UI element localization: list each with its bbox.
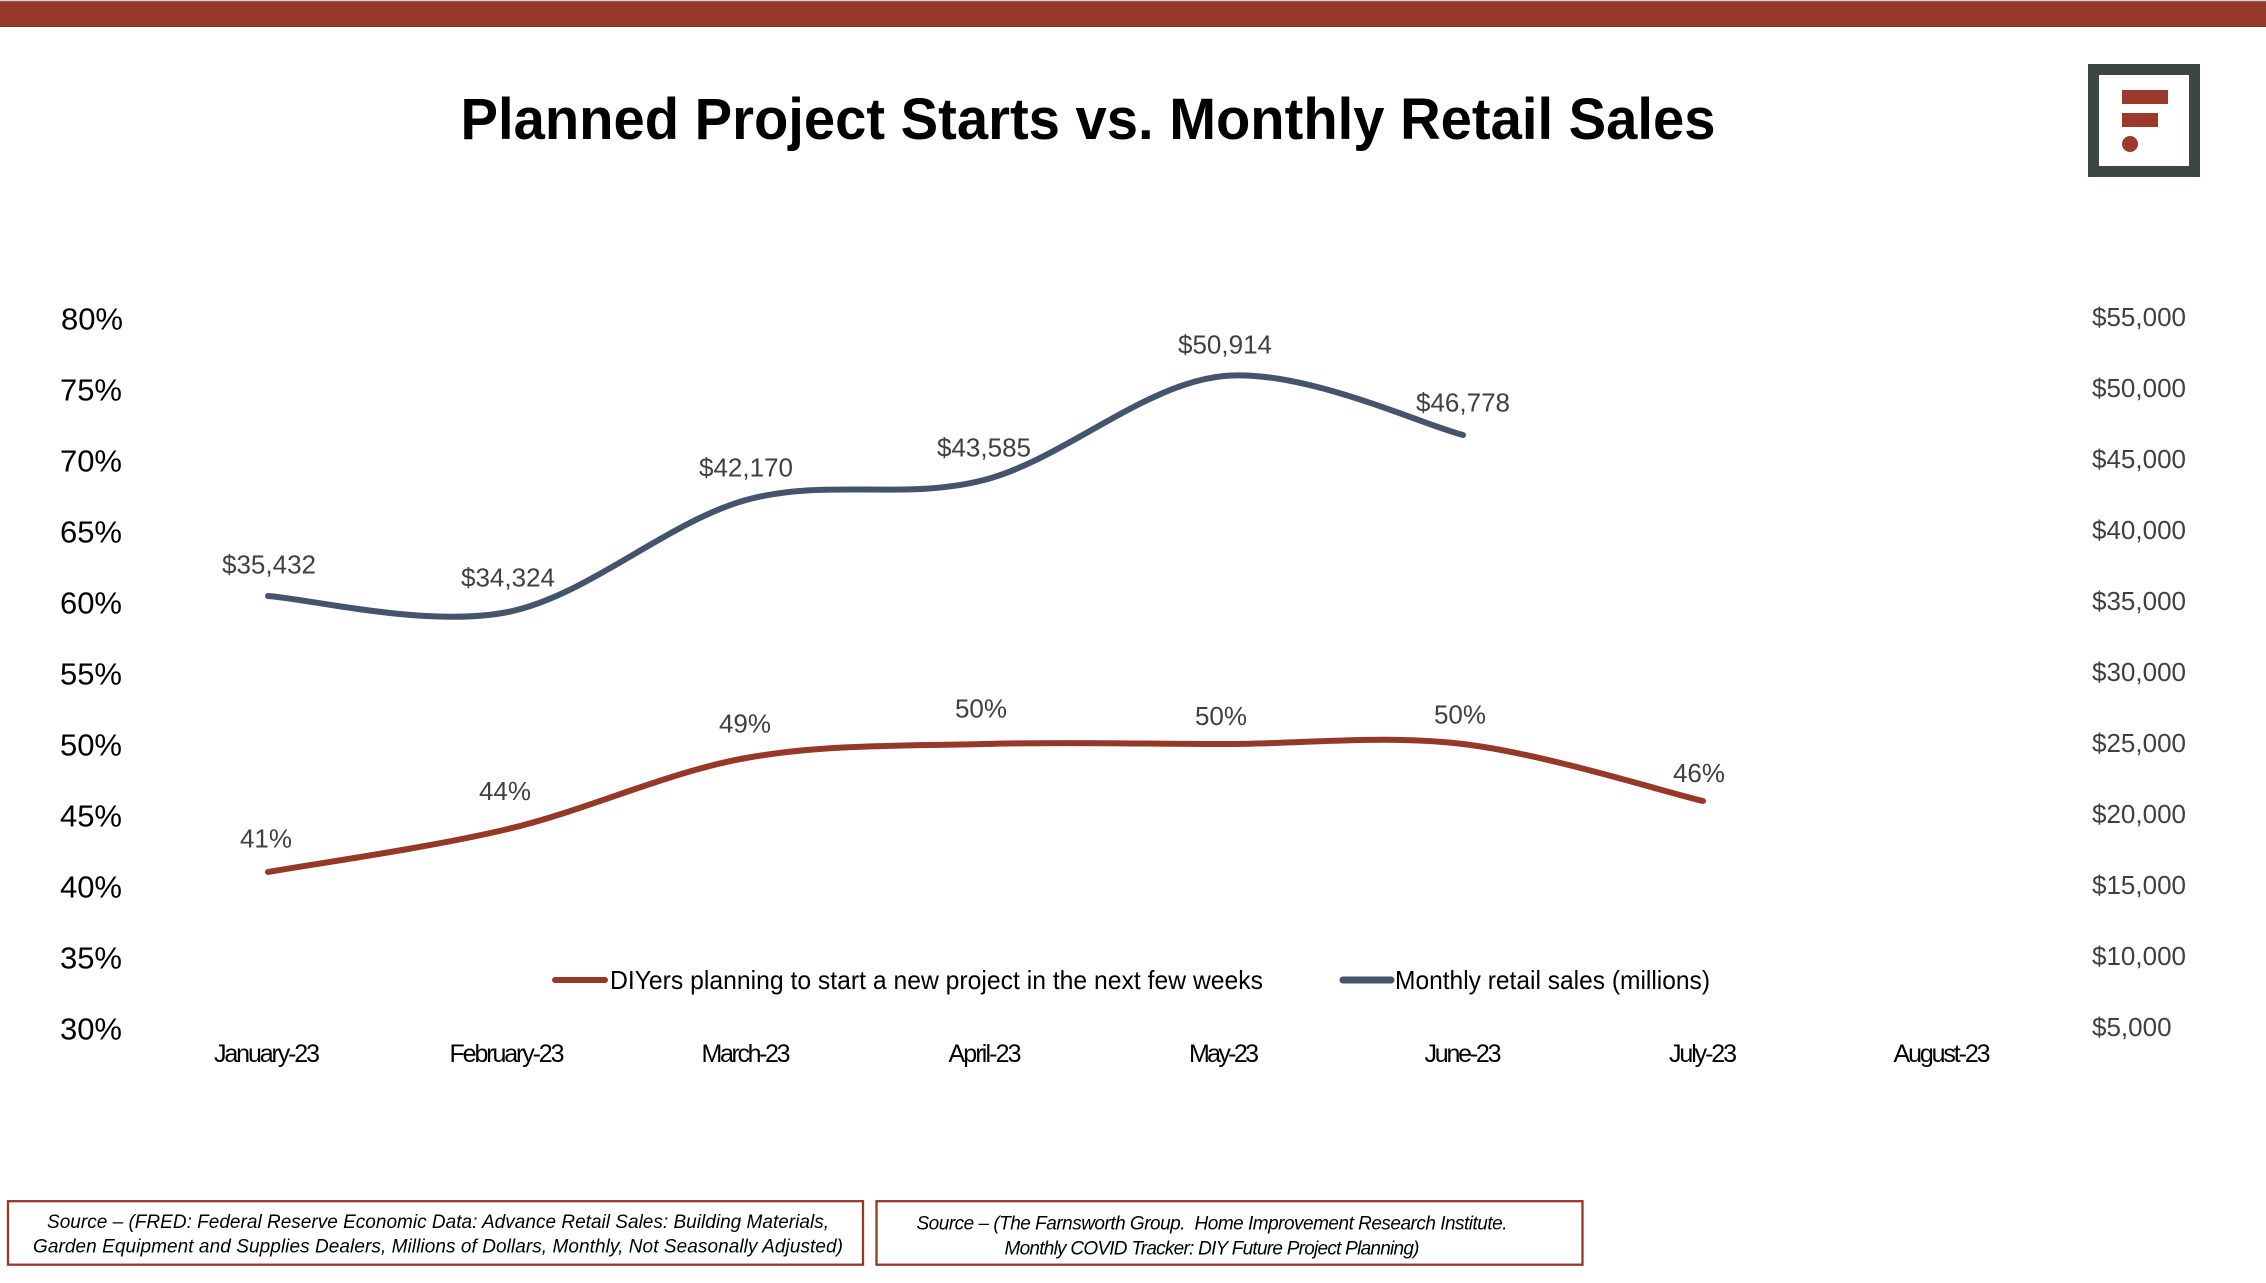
svg-text:$30,000: $30,000 <box>2092 657 2186 687</box>
svg-text:February-23: February-23 <box>450 1040 565 1068</box>
svg-text:44%: 44% <box>479 776 531 806</box>
svg-text:$42,170: $42,170 <box>699 453 793 483</box>
svg-text:March-23: March-23 <box>702 1040 791 1068</box>
svg-text:$25,000: $25,000 <box>2092 728 2186 758</box>
svg-text:55%: 55% <box>60 657 122 692</box>
svg-text:40%: 40% <box>60 870 122 905</box>
svg-text:$20,000: $20,000 <box>2092 799 2186 829</box>
svg-text:41%: 41% <box>240 824 292 854</box>
svg-text:Garden Equipment and Supplies: Garden Equipment and Supplies Dealers, M… <box>33 1237 843 1258</box>
svg-text:DIYers planning to start a new: DIYers planning to start a new project i… <box>610 965 1263 995</box>
svg-text:June-23: June-23 <box>1425 1040 1502 1068</box>
svg-text:$55,000: $55,000 <box>2092 302 2186 332</box>
svg-text:Source – (FRED: Federal Reserv: Source – (FRED: Federal Reserve Economic… <box>47 1212 829 1233</box>
svg-text:75%: 75% <box>60 373 122 408</box>
svg-text:50%: 50% <box>1195 701 1247 731</box>
svg-text:46%: 46% <box>1673 758 1725 788</box>
svg-text:$10,000: $10,000 <box>2092 941 2186 971</box>
svg-text:60%: 60% <box>60 586 122 621</box>
svg-text:May-23: May-23 <box>1189 1040 1259 1068</box>
svg-text:April-23: April-23 <box>949 1040 1022 1068</box>
svg-text:45%: 45% <box>60 799 122 834</box>
svg-text:35%: 35% <box>60 941 122 976</box>
svg-text:70%: 70% <box>60 444 122 479</box>
svg-text:50%: 50% <box>1434 700 1486 730</box>
svg-text:$46,778: $46,778 <box>1416 388 1510 418</box>
svg-text:$35,432: $35,432 <box>222 550 316 580</box>
svg-text:30%: 30% <box>60 1012 122 1047</box>
svg-text:50%: 50% <box>955 694 1007 724</box>
svg-text:$35,000: $35,000 <box>2092 586 2186 616</box>
svg-text:Monthly retail sales (millions: Monthly retail sales (millions) <box>1395 965 1710 995</box>
svg-text:July-23: July-23 <box>1669 1040 1737 1068</box>
svg-text:$50,000: $50,000 <box>2092 373 2186 403</box>
svg-text:$15,000: $15,000 <box>2092 870 2186 900</box>
svg-text:$45,000: $45,000 <box>2092 444 2186 474</box>
svg-text:65%: 65% <box>60 515 122 550</box>
svg-text:Source – (The Farnsworth Group: Source – (The Farnsworth Group. Home Imp… <box>917 1214 1508 1235</box>
svg-text:August-23: August-23 <box>1894 1040 1991 1068</box>
svg-text:Planned Project Starts vs. Mon: Planned Project Starts vs. Monthly Retai… <box>461 87 1716 152</box>
svg-text:$50,914: $50,914 <box>1178 330 1272 360</box>
svg-text:50%: 50% <box>60 728 122 763</box>
svg-text:80%: 80% <box>61 302 123 337</box>
svg-text:$5,000: $5,000 <box>2092 1012 2172 1042</box>
svg-text:$34,324: $34,324 <box>461 563 555 593</box>
svg-text:$43,585: $43,585 <box>937 433 1031 463</box>
svg-text:Monthly COVID Tracker: DIY Fut: Monthly COVID Tracker: DIY Future Projec… <box>1005 1239 1420 1260</box>
svg-text:$40,000: $40,000 <box>2092 515 2186 545</box>
svg-text:49%: 49% <box>719 709 771 739</box>
svg-text:January-23: January-23 <box>214 1040 320 1068</box>
